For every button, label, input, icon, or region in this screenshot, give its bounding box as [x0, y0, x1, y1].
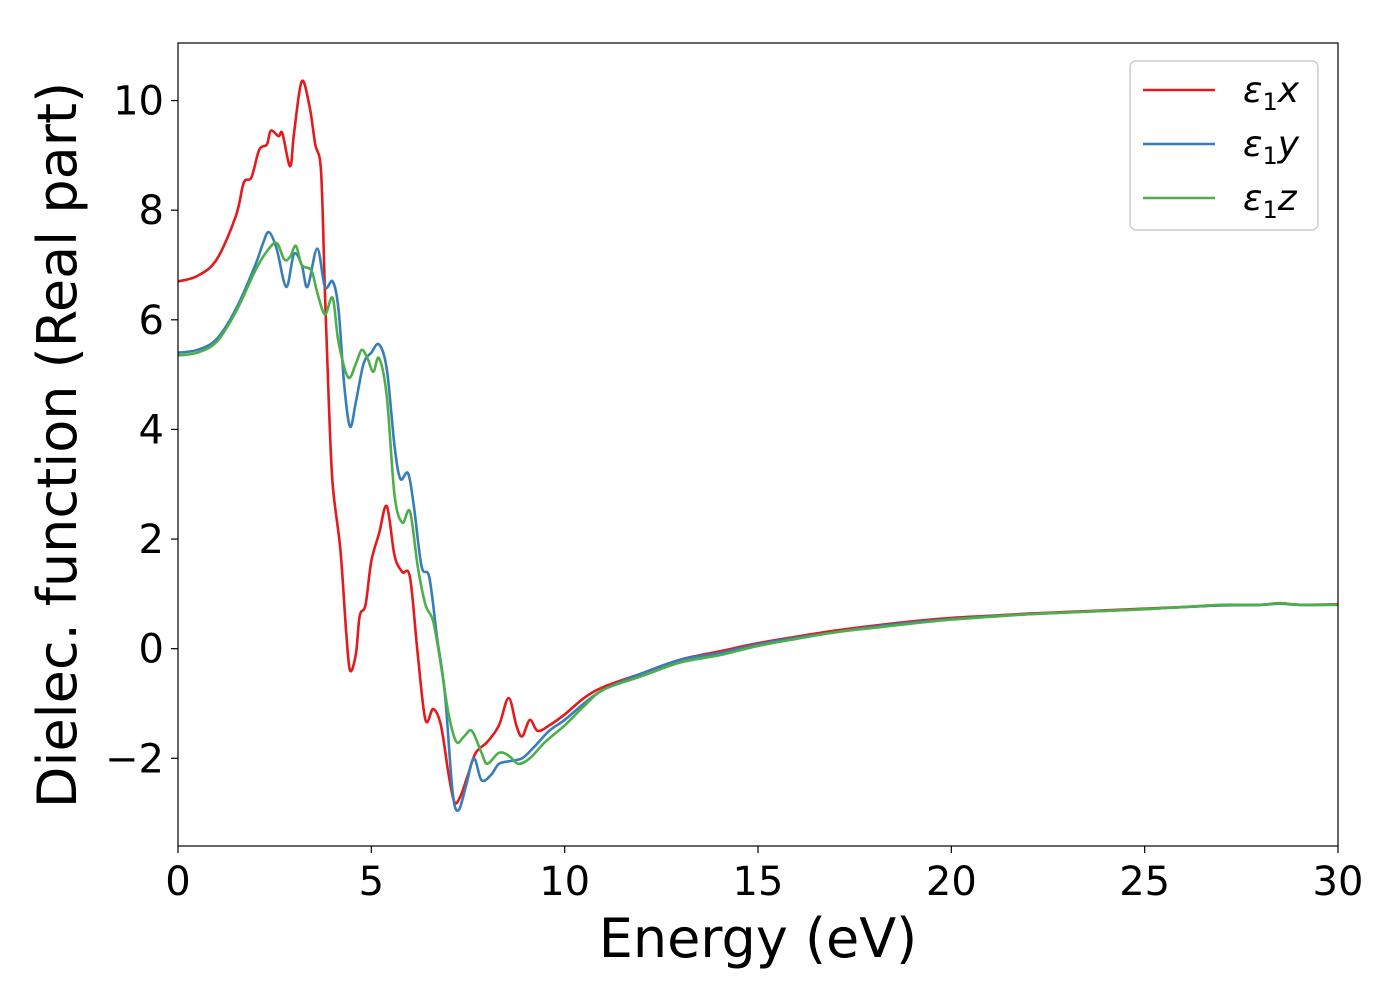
series-line-y: [178, 230, 1338, 812]
y-tick-label: 0: [139, 627, 164, 673]
x-tick-label: 30: [1313, 859, 1364, 905]
y-tick-label: 4: [139, 407, 164, 453]
y-tick-label: −2: [105, 736, 164, 782]
y-tick-label: 8: [139, 188, 164, 234]
legend-label-y: ε1y: [1243, 124, 1300, 170]
x-tick-label: 5: [359, 859, 384, 905]
x-tick-label: 0: [165, 859, 190, 905]
x-axis-title: Energy (eV): [599, 907, 918, 970]
y-tick-label: 2: [139, 517, 164, 563]
y-axis-title: Dielec. function (Real part): [26, 82, 89, 808]
y-tick-label: 6: [139, 298, 164, 344]
series-layer: [178, 79, 1338, 812]
y-tick-label: 10: [113, 79, 164, 125]
x-tick-label: 10: [539, 859, 590, 905]
y-axis: −2 0 2 4 6 8 10: [105, 79, 178, 782]
x-tick-label: 20: [926, 859, 977, 905]
x-axis: 0 5 10 15 20 25 30: [165, 846, 1363, 905]
legend-box: [1129, 60, 1319, 231]
legend: ε1x ε1y ε1z: [1129, 60, 1319, 231]
series-line-z: [178, 241, 1338, 766]
x-tick-label: 25: [1119, 859, 1170, 905]
legend-label-x: ε1x: [1243, 70, 1300, 116]
legend-label-z: ε1z: [1243, 178, 1298, 224]
x-tick-label: 15: [733, 859, 784, 905]
